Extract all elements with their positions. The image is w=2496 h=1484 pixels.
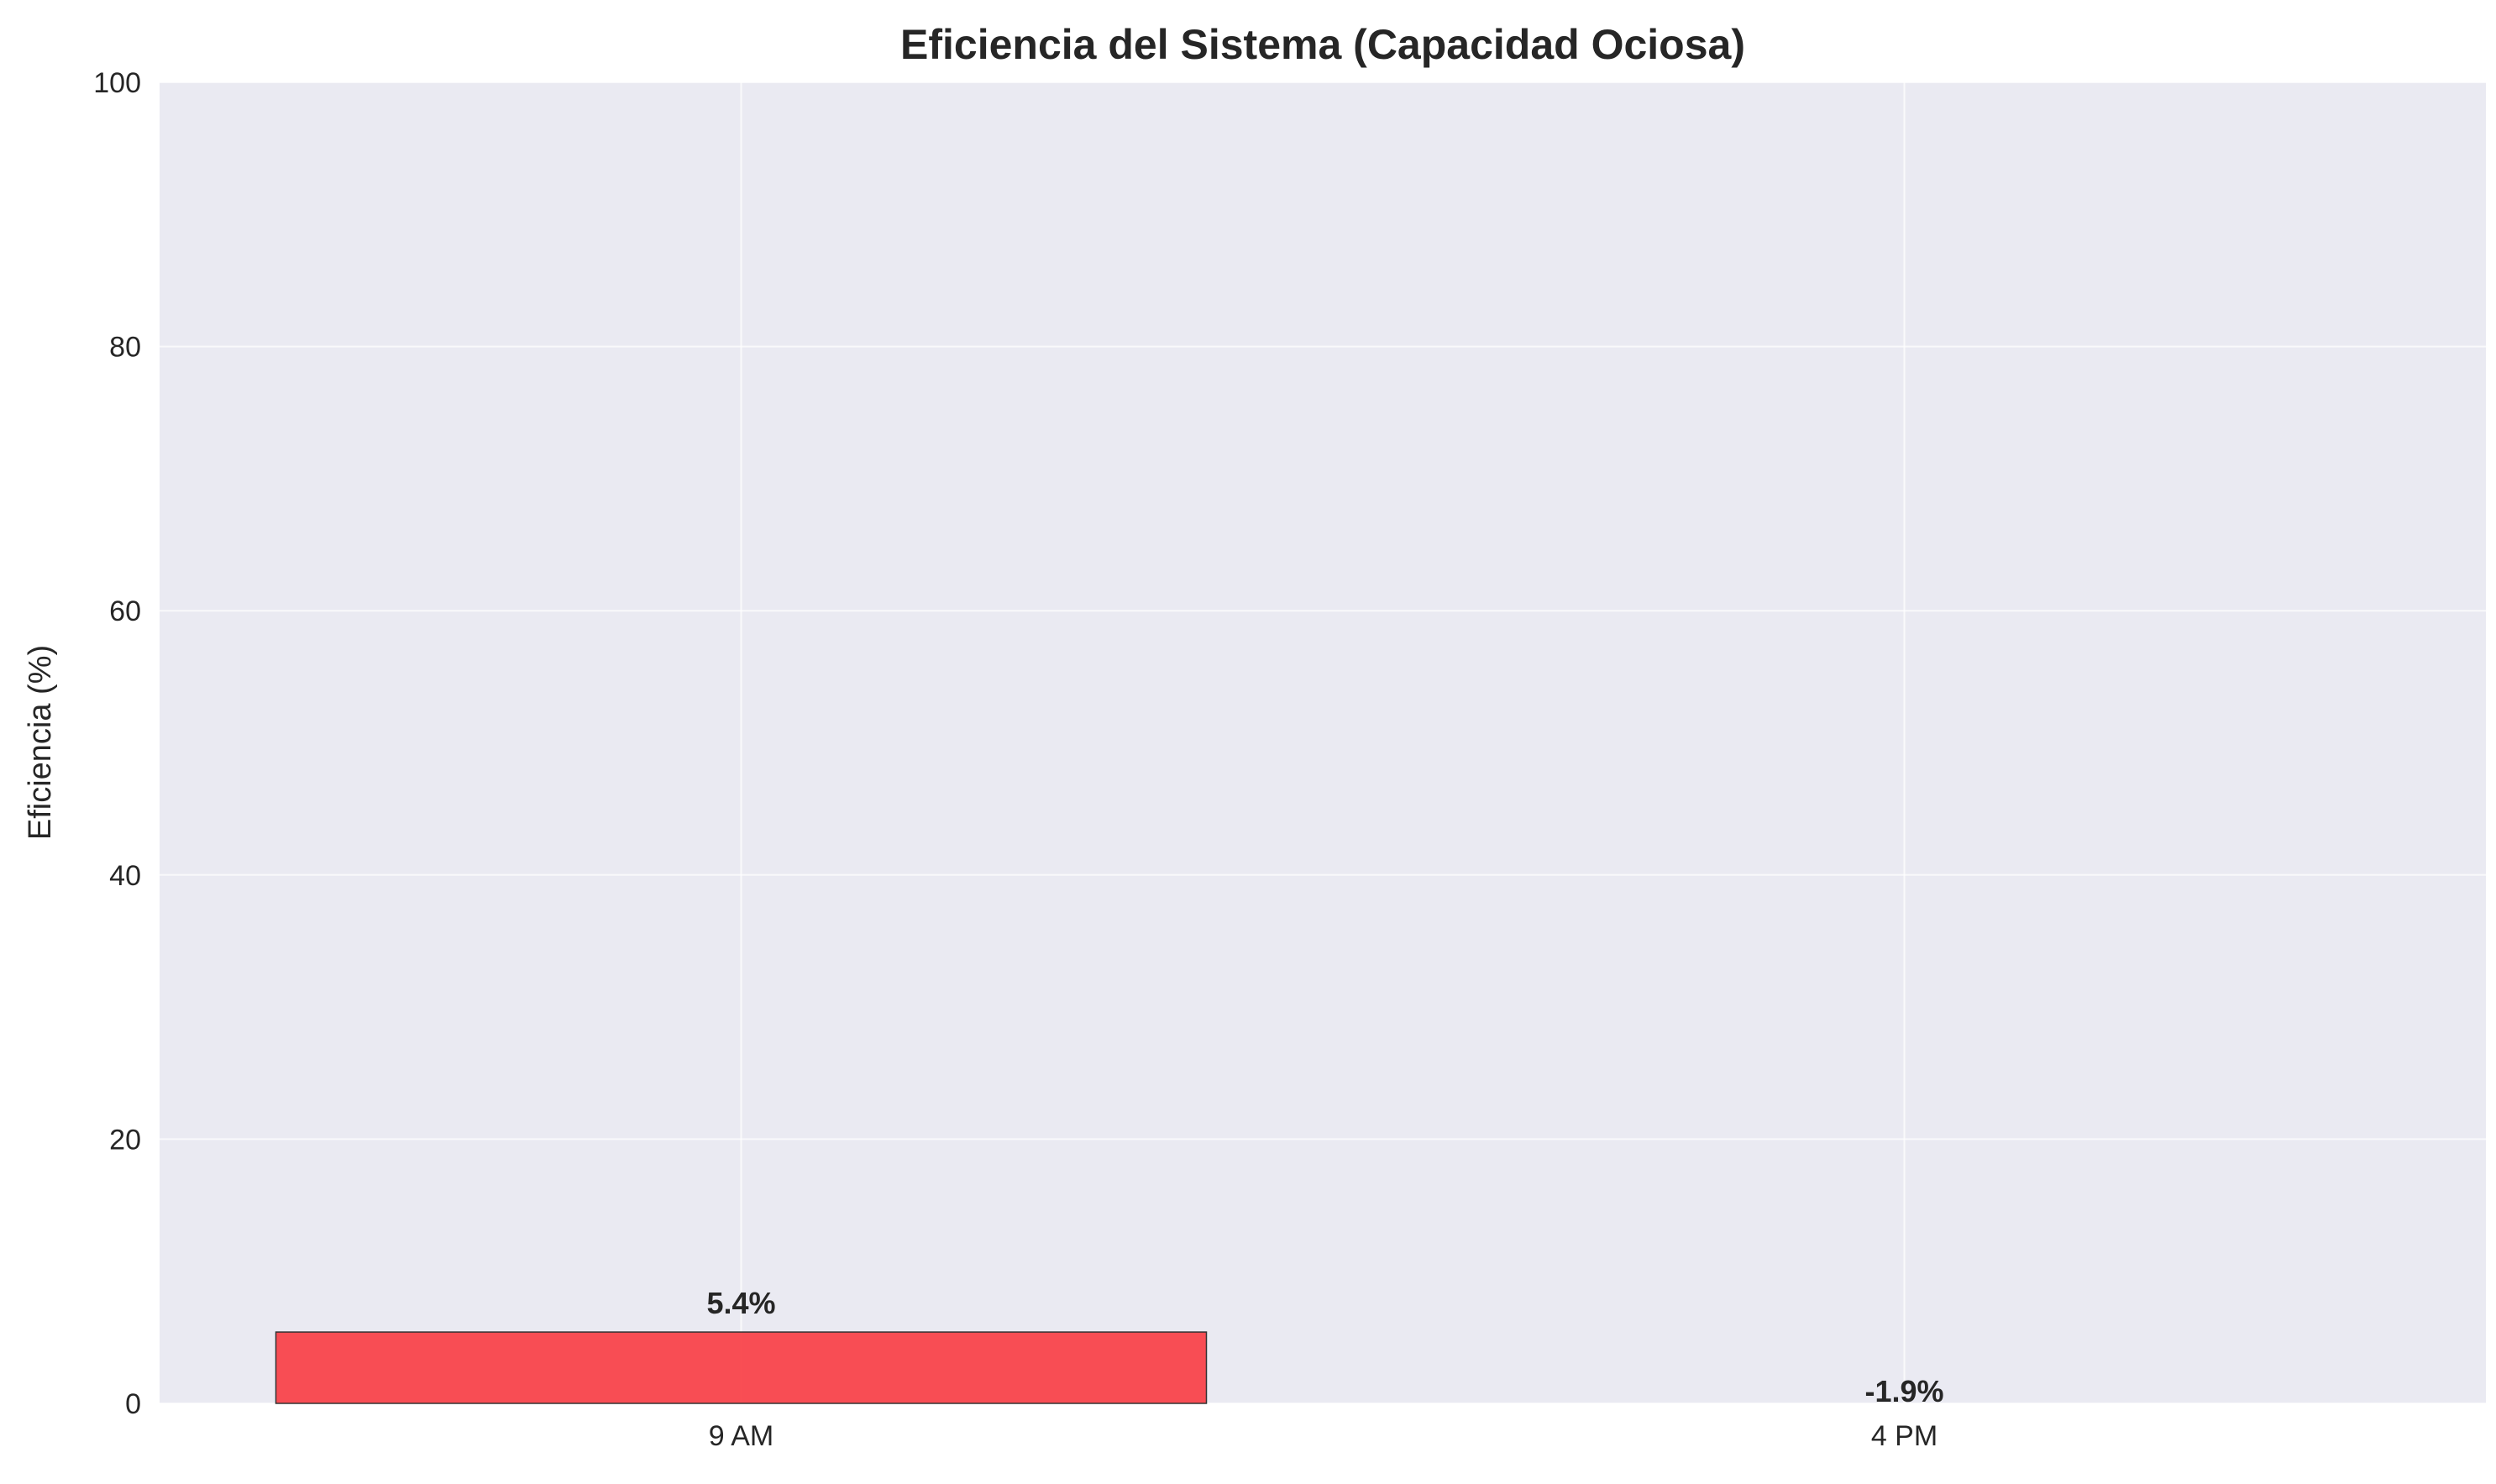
x-axis-ticks: 9 AM 4 PM bbox=[709, 1420, 1938, 1452]
grid-lines bbox=[160, 81, 2486, 1404]
data-labels: 5.4% -1.9% bbox=[706, 1286, 1943, 1408]
y-tick-label: 40 bbox=[109, 860, 141, 892]
y-axis-label: Eficiencia (%) bbox=[23, 645, 58, 840]
plot-background bbox=[160, 82, 2486, 1403]
y-tick-label: 80 bbox=[109, 332, 141, 364]
chart-title: Eficiencia del Sistema (Capacidad Ociosa… bbox=[900, 21, 1745, 68]
y-tick-label: 20 bbox=[109, 1124, 141, 1156]
bar-value-label: -1.9% bbox=[1864, 1374, 1943, 1408]
y-axis-ticks: 0 20 40 60 80 100 bbox=[93, 67, 141, 1420]
bar bbox=[275, 1331, 1208, 1404]
y-tick-label: 60 bbox=[109, 595, 141, 627]
x-tick-label: 9 AM bbox=[709, 1420, 773, 1452]
x-tick-label: 4 PM bbox=[1871, 1420, 1938, 1452]
bar-value-label: 5.4% bbox=[706, 1286, 775, 1320]
bars bbox=[275, 1331, 1208, 1404]
y-tick-label: 0 bbox=[125, 1388, 141, 1420]
y-tick-label: 100 bbox=[93, 67, 141, 99]
